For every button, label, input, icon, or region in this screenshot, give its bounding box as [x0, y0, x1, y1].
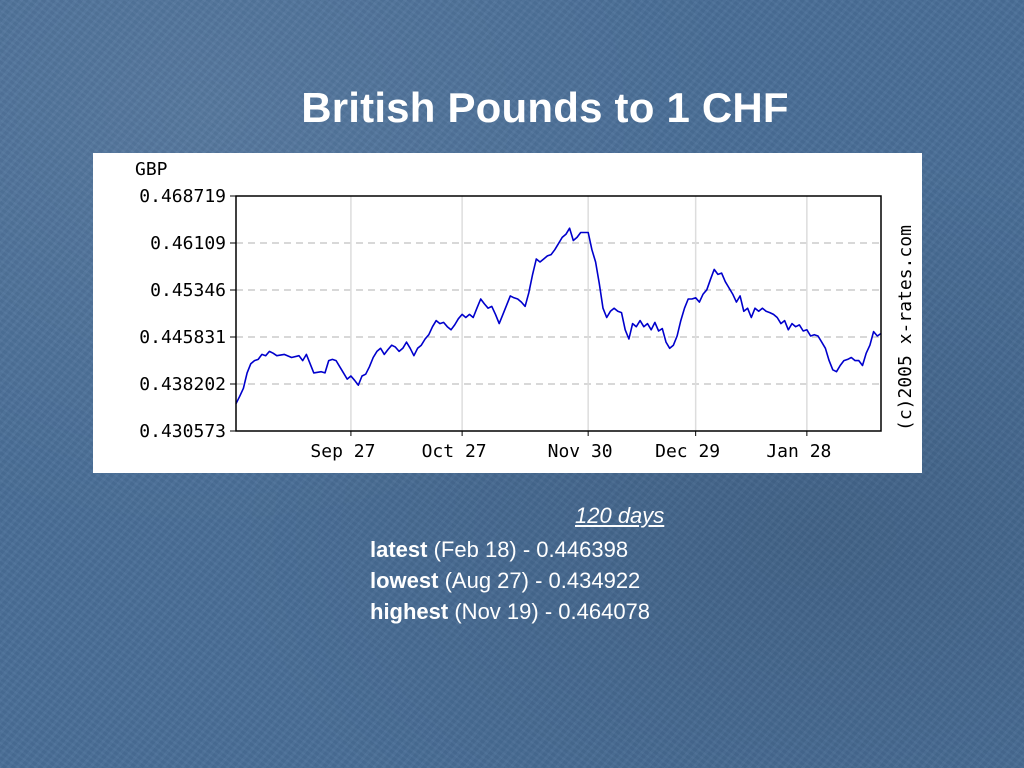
y-tick-label: 0.45346 — [150, 280, 226, 301]
stat-lowest-value: (Aug 27) - 0.434922 — [444, 568, 641, 593]
plot-area — [236, 196, 881, 431]
y-tick-label: 0.438202 — [139, 374, 226, 395]
x-tick-label: Sep 27 — [310, 441, 375, 462]
y-tick-label: 0.468719 — [139, 186, 226, 207]
series-line-0 — [235, 227, 882, 405]
slide-title: British Pounds to 1 CHF — [301, 84, 789, 131]
stat-lowest: lowest (Aug 27) - 0.434922 — [370, 565, 650, 596]
stat-highest-value: (Nov 19) - 0.464078 — [454, 599, 651, 624]
x-tick-label: Nov 30 — [548, 441, 613, 462]
chart-canvas: 0.468719 0.46109 0.45346 0.445831 0.438202 0.… — [135, 159, 916, 462]
plot-frame — [235, 195, 882, 432]
y-tick-label: 0.430573 — [139, 421, 226, 442]
stat-latest-label: latest — [370, 537, 428, 562]
stat-latest-value: (Feb 18) - 0.446398 — [433, 537, 629, 562]
stats-block: latest (Feb 18) - 0.446398 lowest (Aug 2… — [370, 503, 650, 627]
y-axis-label: GBP — [135, 159, 168, 180]
y-tick-label: 0.445831 — [139, 327, 226, 348]
x-tick-label: Dec 29 — [655, 441, 720, 462]
stat-lowest-label: lowest — [370, 568, 439, 593]
watermark: (c)2005 x-rates.com — [895, 225, 916, 431]
exchange-rate-chart: 0.468719 0.46109 0.45346 0.445831 0.438202 0.… — [93, 153, 922, 473]
x-tick-label: Jan 28 — [766, 441, 831, 462]
stat-highest: highest (Nov 19) - 0.464078 — [370, 596, 650, 627]
stat-latest: latest (Feb 18) - 0.446398 — [370, 534, 650, 565]
period-label: 120 days — [575, 503, 665, 528]
y-tick-label: 0.46109 — [150, 233, 226, 254]
stat-highest-label: highest — [370, 599, 449, 624]
x-tick-label: Oct 27 — [422, 441, 487, 462]
